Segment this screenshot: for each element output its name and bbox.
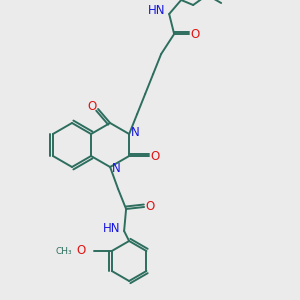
Text: HN: HN [148, 4, 165, 16]
Text: O: O [88, 100, 97, 113]
Text: N: N [131, 125, 140, 139]
Text: O: O [190, 28, 200, 40]
Text: CH₃: CH₃ [55, 247, 72, 256]
Text: O: O [151, 149, 160, 163]
Text: N: N [112, 163, 121, 176]
Text: O: O [146, 200, 155, 214]
Text: HN: HN [103, 223, 120, 236]
Text: O: O [76, 244, 86, 257]
